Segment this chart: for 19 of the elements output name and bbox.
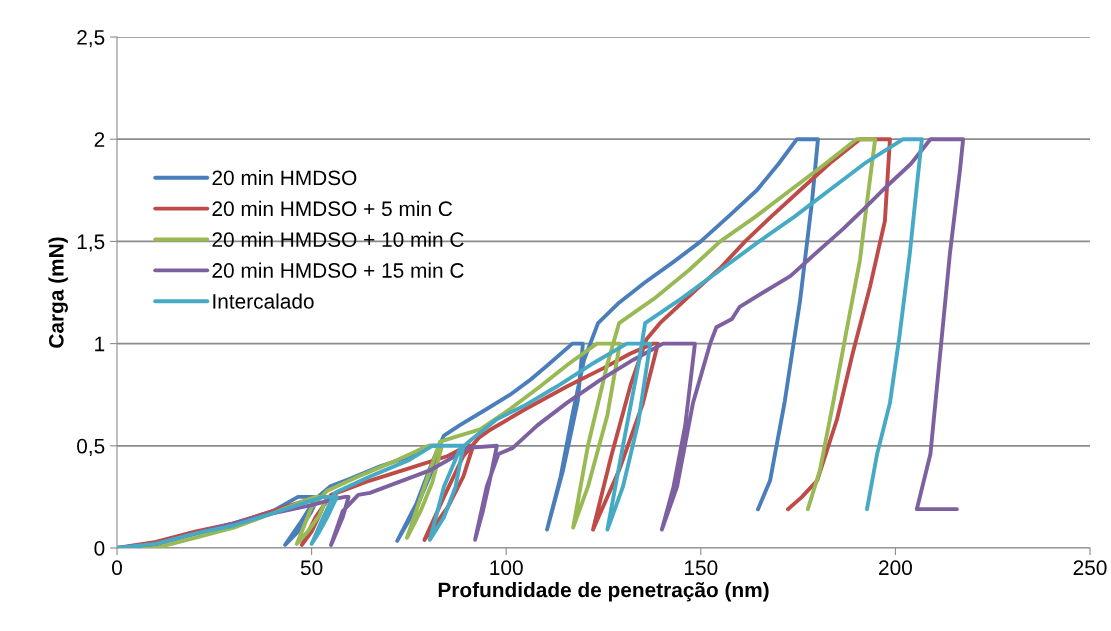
legend-label: Intercalado	[213, 293, 314, 309]
legend-label: 20 min HMDSO	[212, 169, 357, 186]
x-axis-title: Profundidade de penetração (nm)	[438, 582, 769, 602]
x-tick-label: 100	[490, 560, 523, 576]
x-tick-label: 50	[300, 560, 323, 576]
y-tick-label: 1,5	[77, 234, 105, 252]
y-tick-label: 0	[94, 541, 105, 556]
legend-label: 20 min HMDSO + 10 min C	[212, 231, 464, 247]
x-tick-label: 250	[1073, 560, 1107, 576]
legend-label: 20 min HMDSO + 5 min C	[212, 200, 453, 217]
legend-label: 20 min HMDSO + 15 min C	[212, 262, 464, 278]
y-tick-label: 2,5	[77, 30, 105, 48]
y-tick-label: 2	[94, 132, 105, 147]
y-tick-label: 0,5	[77, 438, 105, 457]
x-tick-label: 0	[112, 560, 122, 576]
y-axis-title: Carga (mN)	[48, 237, 68, 348]
x-tick-label: 200	[879, 560, 912, 576]
y-tick-label: 1	[95, 336, 105, 352]
x-tick-label: 150	[685, 560, 718, 576]
